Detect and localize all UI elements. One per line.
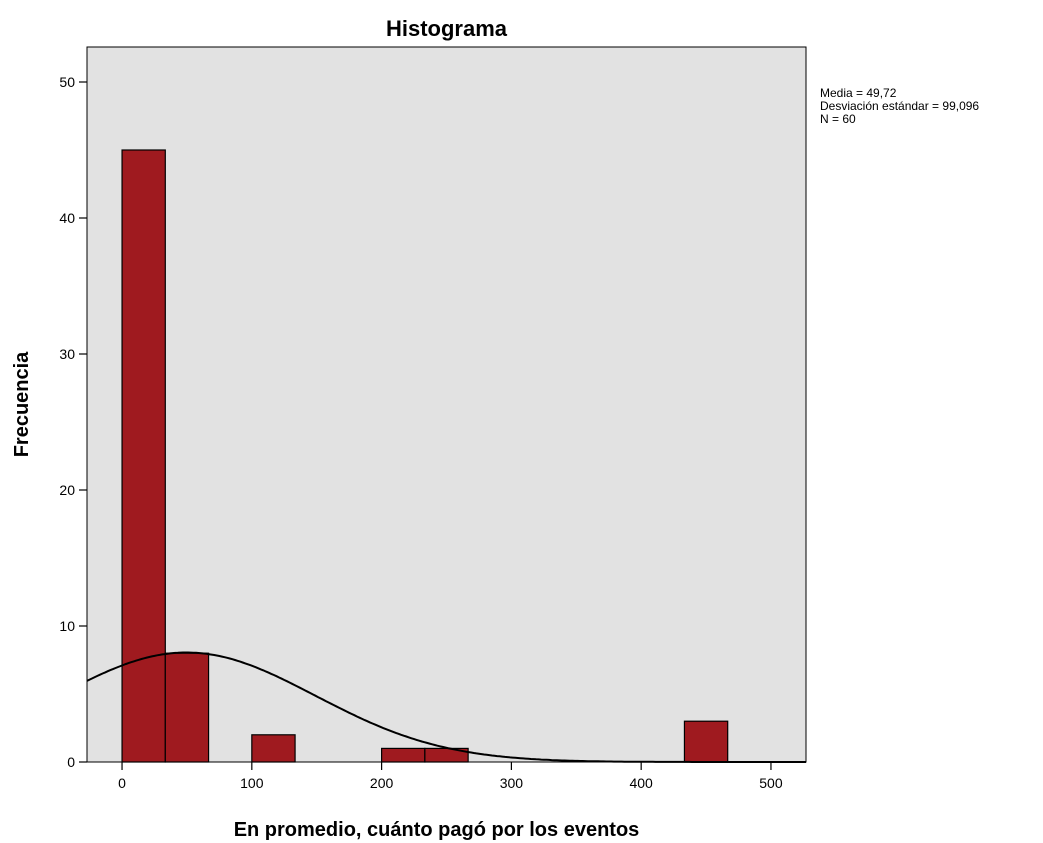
x-tick-label-100: 100 — [240, 775, 264, 791]
x-tick-label-300: 300 — [500, 775, 524, 791]
histogram-bar-2 — [164, 652, 210, 763]
y-axis-title: Frecuencia — [11, 351, 33, 457]
x-axis-title: En promedio, cuánto pagó por los eventos — [234, 819, 640, 841]
y-tick-label-50: 50 — [59, 74, 75, 90]
stats-line-3: N = 60 — [820, 112, 856, 126]
stats-line-2: Desviación estándar = 99,096 — [820, 99, 979, 113]
x-axis: 0 100 200 300 400 500 — [118, 762, 783, 791]
plot-area — [86, 46, 807, 763]
x-tick-label-400: 400 — [629, 775, 653, 791]
x-tick-label-0: 0 — [118, 775, 126, 791]
histogram-bar-3 — [251, 734, 296, 763]
y-tick-label-10: 10 — [59, 618, 75, 634]
stats-line-1: Media = 49,72 — [820, 86, 897, 100]
y-tick-label-30: 30 — [59, 346, 75, 362]
histogram-bar-6 — [683, 720, 729, 763]
x-tick-label-200: 200 — [370, 775, 394, 791]
normal-curve — [86, 651, 806, 763]
x-tick-label-500: 500 — [759, 775, 783, 791]
y-axis: 0 10 20 30 40 50 — [59, 74, 87, 770]
y-tick-label-20: 20 — [59, 482, 75, 498]
y-tick-label-40: 40 — [59, 210, 75, 226]
y-tick-label-0: 0 — [67, 754, 75, 770]
chart-title: Histograma — [386, 16, 508, 41]
histogram-bar-4 — [381, 747, 426, 763]
histogram-bar-1 — [121, 149, 166, 763]
